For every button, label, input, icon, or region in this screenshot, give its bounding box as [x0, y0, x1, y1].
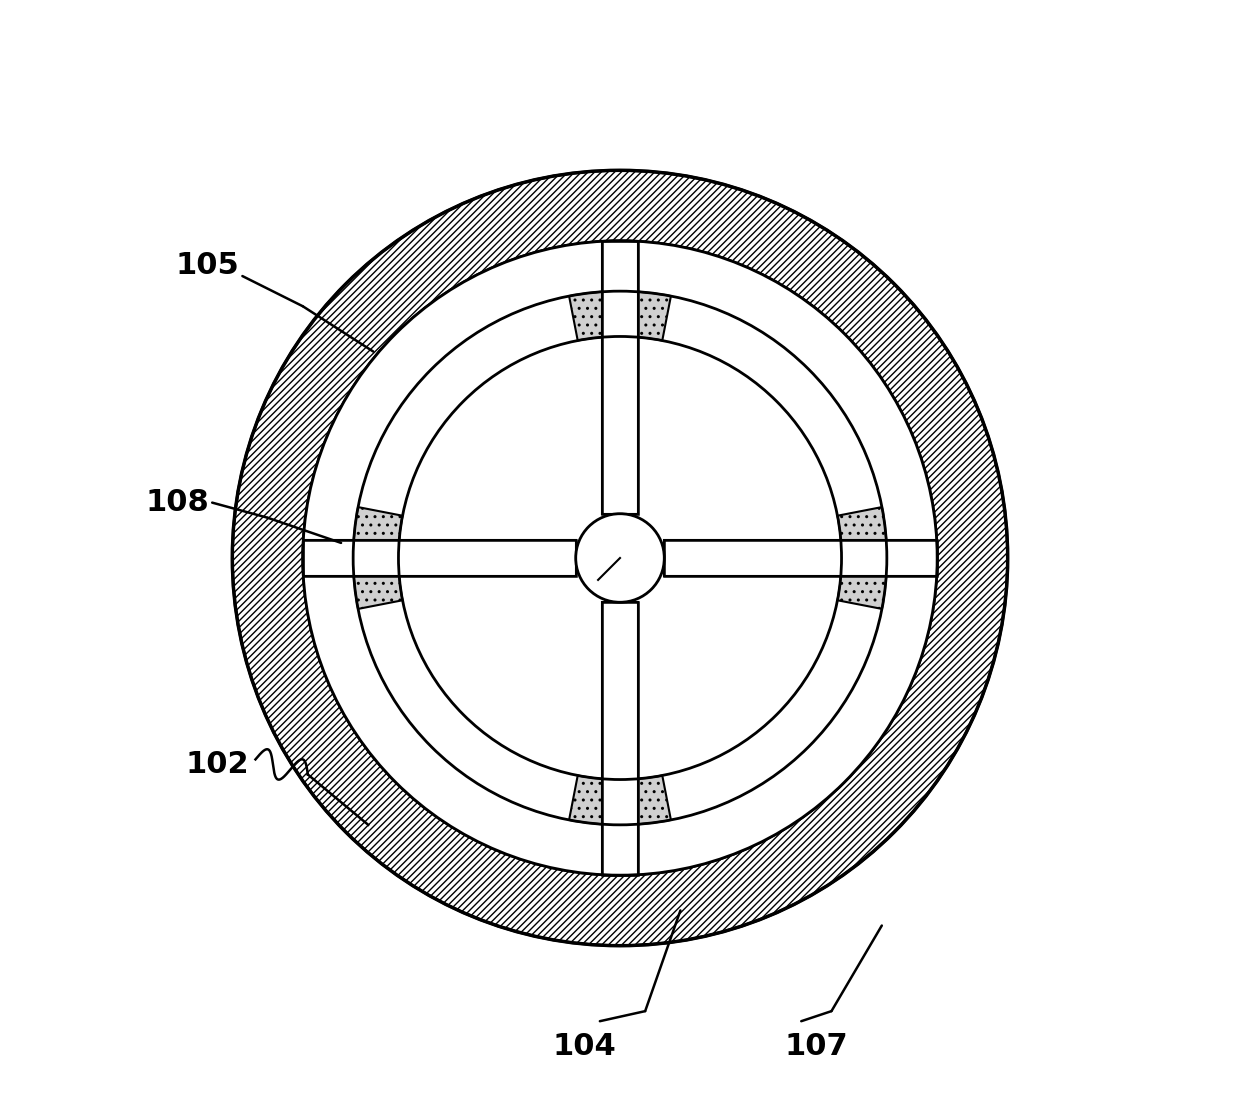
Wedge shape — [303, 558, 620, 875]
Wedge shape — [303, 241, 620, 558]
Circle shape — [303, 241, 937, 875]
Text: 104: 104 — [553, 1032, 616, 1061]
Wedge shape — [620, 558, 937, 875]
Wedge shape — [569, 776, 671, 825]
Text: 107: 107 — [785, 1032, 848, 1061]
Text: 105: 105 — [175, 251, 239, 280]
Polygon shape — [665, 540, 937, 576]
Polygon shape — [603, 603, 637, 875]
Wedge shape — [353, 507, 403, 609]
Circle shape — [575, 513, 665, 603]
Circle shape — [232, 171, 1008, 945]
Wedge shape — [353, 291, 887, 825]
Wedge shape — [837, 507, 887, 609]
Wedge shape — [569, 291, 671, 340]
Text: 102: 102 — [186, 750, 249, 779]
Wedge shape — [620, 241, 937, 558]
Polygon shape — [603, 241, 637, 513]
Text: 108: 108 — [145, 488, 208, 517]
Wedge shape — [232, 171, 1008, 945]
Polygon shape — [303, 540, 575, 576]
